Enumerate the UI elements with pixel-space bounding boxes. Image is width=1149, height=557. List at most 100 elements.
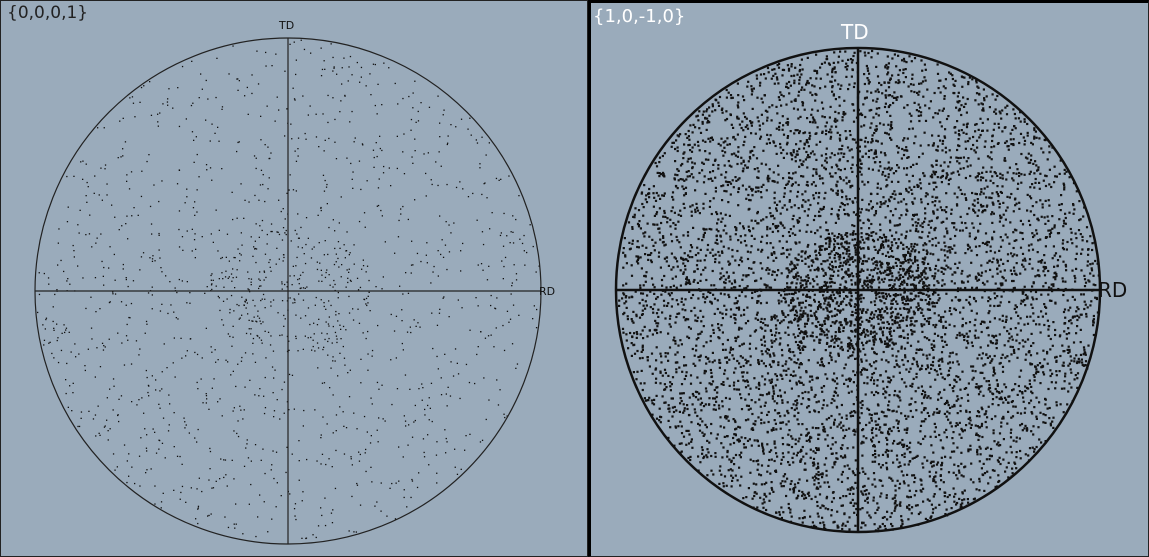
pole-point <box>376 155 378 158</box>
pole-point <box>398 219 400 222</box>
pole-point <box>974 424 977 427</box>
pole-point <box>970 365 973 368</box>
pole-point <box>357 289 360 291</box>
pole-point <box>696 414 699 418</box>
pole-point <box>835 302 838 305</box>
pole-point <box>859 257 862 260</box>
pole-point <box>863 283 866 286</box>
pole-point <box>292 265 294 267</box>
pole-point <box>820 262 823 266</box>
pole-point <box>896 321 899 324</box>
pole-point <box>353 412 355 414</box>
pole-point <box>51 352 53 355</box>
pole-point <box>259 494 261 496</box>
pole-point <box>270 305 272 307</box>
pole-point <box>763 501 766 504</box>
pole-point <box>1069 306 1072 309</box>
pole-point <box>796 263 799 266</box>
pole-point <box>1073 378 1076 381</box>
pole-point <box>941 279 944 282</box>
pole-point <box>760 113 763 116</box>
pole-point <box>196 153 198 156</box>
pole-point <box>888 476 891 479</box>
pole-point <box>907 191 910 194</box>
pole-point <box>671 195 674 199</box>
pole-point <box>945 428 948 431</box>
pole-point <box>805 81 809 84</box>
pole-point <box>809 437 812 440</box>
pole-point <box>790 321 793 324</box>
pole-point <box>161 442 164 444</box>
pole-point <box>447 386 449 388</box>
pole-point <box>415 325 417 327</box>
pole-point <box>352 187 354 189</box>
pole-point <box>837 217 840 220</box>
pole-point <box>820 330 823 333</box>
pole-point <box>781 364 784 367</box>
pole-point <box>940 456 943 459</box>
pole-point <box>1048 204 1051 207</box>
pole-point <box>815 473 818 476</box>
pole-point <box>685 443 688 446</box>
pole-point <box>224 276 227 278</box>
pole-point <box>915 276 918 279</box>
pole-point <box>740 408 744 411</box>
pole-point <box>829 294 833 297</box>
pole-point <box>947 165 950 168</box>
pole-point <box>755 483 758 486</box>
pole-point <box>627 221 631 224</box>
pole-point <box>845 303 848 307</box>
pole-point <box>484 182 486 184</box>
pole-point <box>677 213 680 216</box>
pole-point <box>1059 159 1062 162</box>
pole-point <box>943 377 946 381</box>
pole-point <box>141 397 143 399</box>
pole-point <box>1040 261 1043 264</box>
pole-point <box>714 408 717 411</box>
pole-point <box>906 427 909 430</box>
pole-point <box>231 191 233 193</box>
pole-point <box>288 340 290 342</box>
pole-point <box>396 167 398 170</box>
pole-point <box>374 104 376 107</box>
pole-point <box>729 315 732 318</box>
pole-point <box>1015 163 1018 166</box>
pole-point <box>218 140 220 142</box>
pole-point <box>981 103 984 106</box>
pole-point <box>211 288 213 291</box>
pole-point <box>382 172 385 174</box>
pole-point <box>182 249 184 251</box>
pole-point <box>266 243 268 245</box>
pole-point <box>720 442 723 445</box>
pole-point <box>1059 209 1062 212</box>
pole-point <box>821 390 824 393</box>
pole-point <box>427 404 429 407</box>
pole-point <box>232 336 234 338</box>
pole-point <box>205 327 207 329</box>
pole-point <box>864 152 867 155</box>
pole-point <box>629 247 632 250</box>
pole-point <box>665 260 668 263</box>
pole-point <box>295 314 297 316</box>
pole-point <box>832 497 835 500</box>
pole-point <box>423 153 425 155</box>
pole-point <box>971 344 974 348</box>
pole-point <box>893 365 896 369</box>
pole-point <box>512 242 515 244</box>
pole-point <box>933 171 936 174</box>
pole-point <box>160 501 163 503</box>
pole-point <box>837 274 840 277</box>
pole-point <box>738 123 741 126</box>
pole-point <box>281 388 283 391</box>
pole-point <box>232 277 234 279</box>
pole-point <box>941 209 944 212</box>
pole-point <box>829 274 832 277</box>
pole-point <box>886 67 889 70</box>
pole-point <box>214 132 216 134</box>
pole-point <box>106 183 108 185</box>
plane-label: {0,0,0,1} <box>7 3 89 23</box>
pole-point <box>332 432 334 434</box>
pole-point <box>718 358 721 362</box>
pole-point <box>1023 298 1026 302</box>
pole-point <box>951 77 954 81</box>
